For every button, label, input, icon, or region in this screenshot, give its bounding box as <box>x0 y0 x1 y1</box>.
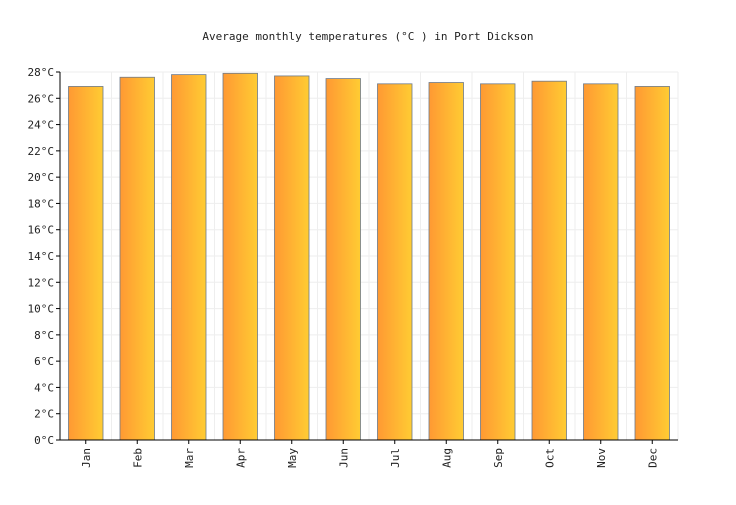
bar-sep <box>480 83 516 441</box>
y-tick-label: 18°C <box>28 197 55 210</box>
bar-nov <box>583 83 619 441</box>
x-tick-label: Oct <box>543 448 556 468</box>
bar-aug <box>428 82 464 441</box>
y-tick-label: 0°C <box>34 434 54 447</box>
y-tick-label: 10°C <box>28 303 55 316</box>
bars <box>68 72 670 441</box>
y-tick-label: 2°C <box>34 408 54 421</box>
y-tick-labels: 0°C 2°C 4°C 6°C 8°C 10°C 12°C 14°C 16°C 18°C 20°C 2… <box>28 66 60 447</box>
y-tick-label: 22°C <box>28 145 55 158</box>
y-tick-label: 14°C <box>28 250 55 263</box>
y-tick-label: 24°C <box>28 119 55 132</box>
x-tick-label: Jan <box>80 448 93 468</box>
bar-oct <box>531 80 567 441</box>
bar-feb <box>119 76 155 441</box>
y-tick-label: 4°C <box>34 381 54 394</box>
bar-jul <box>377 83 413 441</box>
bar-may <box>274 75 310 441</box>
x-tick-label: Sep <box>492 448 505 468</box>
y-tick-label: 28°C <box>28 66 55 79</box>
bar-apr <box>222 72 258 441</box>
x-tick-label: May <box>286 448 299 468</box>
y-tick-label: 20°C <box>28 171 55 184</box>
bar-jun <box>325 78 361 441</box>
x-tick-label: Apr <box>234 448 247 468</box>
x-tick-label: Mar <box>183 448 196 468</box>
y-tick-label: 16°C <box>28 224 55 237</box>
y-tick-label: 12°C <box>28 276 55 289</box>
bar-jan <box>68 86 104 441</box>
x-tick-label: Feb <box>131 448 144 468</box>
x-tick-labels: Jan Feb Mar Apr May Jun Jul Aug Sep Oct Nov Dec <box>80 440 659 468</box>
y-tick-label: 8°C <box>34 329 54 342</box>
x-tick-label: Dec <box>646 448 659 468</box>
bar-mar <box>171 74 207 441</box>
x-tick-label: Jul <box>389 448 402 468</box>
x-tick-label: Aug <box>440 448 453 468</box>
x-tick-label: Jun <box>337 448 350 468</box>
y-tick-label: 6°C <box>34 355 54 368</box>
x-tick-label: Nov <box>595 448 608 468</box>
chart-title: Average monthly temperatures (°C ) in Po… <box>202 30 533 43</box>
grid-lines <box>59 71 679 441</box>
y-tick-label: 26°C <box>28 92 55 105</box>
bar-dec <box>634 86 670 441</box>
